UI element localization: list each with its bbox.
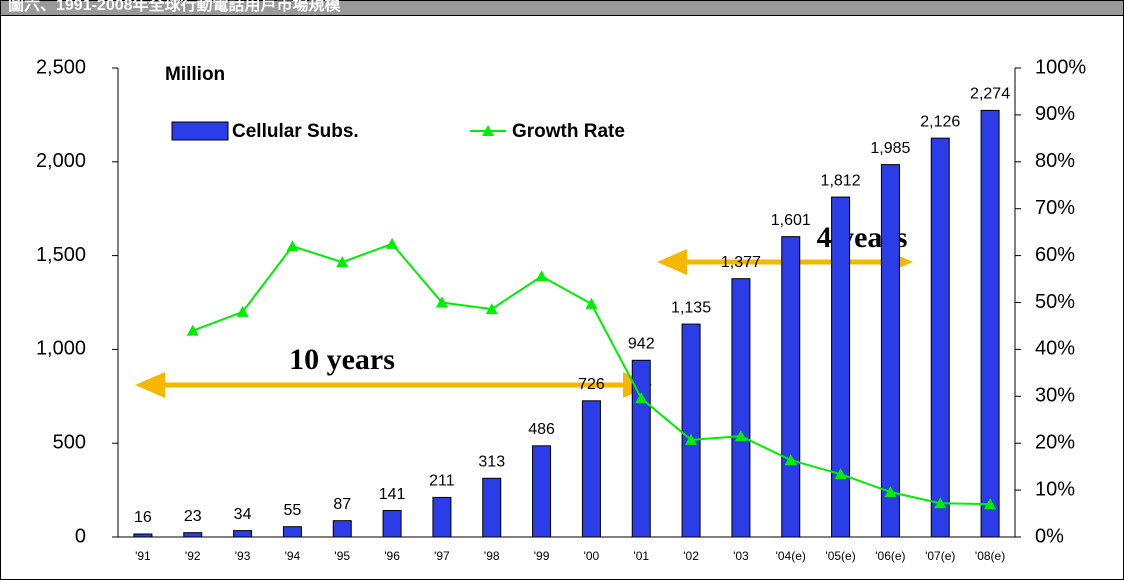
x-tick-label: '94	[285, 549, 301, 563]
marker	[236, 305, 249, 317]
value-label: 1,812	[821, 172, 861, 189]
marker	[186, 324, 199, 336]
y-tick-label: 1,000	[36, 338, 86, 360]
marker	[386, 237, 399, 249]
x-tick-label: '03	[733, 549, 749, 563]
legend-swatch	[171, 121, 229, 141]
bar	[681, 323, 701, 538]
bar	[282, 526, 302, 538]
y2-tick-label: 40%	[1035, 338, 1075, 360]
x-tick-label: '96	[384, 549, 400, 563]
value-label: 1,601	[771, 212, 811, 229]
marker	[784, 454, 797, 466]
value-label: 211	[429, 473, 455, 490]
value-label: 2,126	[920, 113, 960, 130]
value-label: 16	[134, 509, 152, 526]
y2-tick-label: 80%	[1035, 150, 1075, 172]
bar	[731, 278, 751, 538]
bar	[781, 236, 801, 538]
y-axis-label: Million	[165, 64, 225, 85]
value-label: 1,377	[721, 254, 761, 271]
marker	[884, 485, 897, 497]
bar	[233, 530, 253, 538]
y2-tick-label: 0%	[1035, 525, 1064, 547]
bar	[880, 164, 900, 538]
bar	[532, 445, 552, 538]
marker	[984, 498, 997, 510]
bar	[183, 532, 203, 538]
value-label: 313	[478, 453, 505, 470]
x-tick-label: '05(e)	[825, 549, 855, 563]
arrow-head	[135, 372, 165, 398]
legend-label: Cellular Subs.	[232, 121, 359, 142]
bar	[581, 400, 601, 538]
value-label: 87	[333, 496, 351, 513]
y2-tick-label: 50%	[1035, 291, 1075, 313]
y-tick-label: 2,000	[36, 150, 86, 172]
x-tick-label: '93	[235, 549, 251, 563]
y2-tick-label: 30%	[1035, 385, 1075, 407]
marker	[336, 256, 349, 268]
value-label: 942	[628, 335, 655, 352]
bar	[930, 137, 950, 538]
x-tick-label: '08(e)	[975, 549, 1005, 563]
x-tick-label: '91	[135, 549, 151, 563]
x-tick-label: '07(e)	[925, 549, 955, 563]
y-tick-label: 0	[75, 525, 86, 547]
x-tick-label: '98	[484, 549, 500, 563]
value-label: 2,274	[970, 86, 1010, 103]
bar	[382, 510, 402, 538]
value-label: 141	[379, 486, 406, 503]
x-tick-label: '99	[534, 549, 550, 563]
y-tick-label: 1,500	[36, 244, 86, 266]
value-label: 34	[234, 506, 252, 523]
bar	[332, 520, 352, 538]
marker	[734, 430, 747, 442]
bar	[631, 359, 651, 538]
marker	[435, 296, 448, 308]
value-label: 1,135	[671, 299, 711, 316]
bar	[980, 109, 1000, 538]
y2-tick-label: 10%	[1035, 478, 1075, 500]
value-label: 486	[528, 421, 555, 438]
marker	[485, 303, 498, 315]
y2-tick-label: 100%	[1035, 56, 1086, 78]
annotation: 10 years	[289, 343, 395, 376]
x-tick-label: '95	[334, 549, 350, 563]
value-label: 1,985	[870, 140, 910, 157]
x-tick-label: '01	[633, 549, 649, 563]
value-label: 55	[284, 502, 302, 519]
x-tick-label: '04(e)	[776, 549, 806, 563]
value-label: 726	[578, 376, 605, 393]
bar	[831, 196, 851, 538]
y2-tick-label: 70%	[1035, 197, 1075, 219]
chart-title: 圖六、1991-2008年全球行動電話用戶市場規模	[8, 0, 342, 14]
arrow-head	[657, 249, 687, 275]
x-tick-label: '00	[584, 549, 600, 563]
marker	[286, 240, 299, 252]
bar	[482, 477, 502, 538]
bar	[432, 496, 452, 538]
x-tick-label: '06(e)	[875, 549, 905, 563]
x-tick-label: '92	[185, 549, 201, 563]
marker	[585, 297, 598, 309]
bar	[133, 533, 153, 538]
marker	[934, 497, 947, 509]
x-tick-label: '97	[434, 549, 450, 563]
legend-label: Growth Rate	[512, 121, 625, 142]
marker	[635, 392, 648, 404]
marker	[685, 433, 698, 445]
y-tick-label: 500	[53, 431, 86, 453]
y-tick-label: 2,500	[36, 56, 86, 78]
value-label: 23	[184, 508, 202, 525]
y2-tick-label: 20%	[1035, 431, 1075, 453]
x-tick-label: '02	[683, 549, 699, 563]
legend-marker	[482, 125, 494, 136]
marker	[834, 468, 847, 480]
marker	[535, 270, 548, 282]
y2-tick-label: 60%	[1035, 244, 1075, 266]
y2-tick-label: 90%	[1035, 103, 1075, 125]
